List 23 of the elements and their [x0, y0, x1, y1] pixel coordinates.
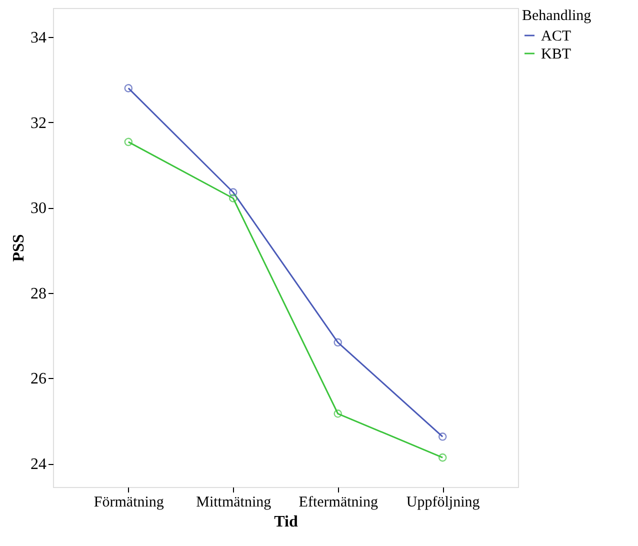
point [438, 432, 447, 441]
y-tick-label: 32 [30, 114, 46, 132]
x-tick-label: Mittmätning [196, 494, 272, 510]
point [334, 338, 342, 347]
point [124, 84, 133, 92]
y-tick-label: 24 [30, 456, 46, 474]
y-tick-label: 26 [30, 370, 46, 388]
legend-label: ACT [541, 28, 571, 44]
x-axis-title: Tid [274, 514, 298, 530]
x-tick-label: Eftermätning [298, 494, 378, 510]
legend-title: Behandling [522, 8, 592, 24]
x-tick-label: Förmätning [94, 494, 164, 510]
point [229, 194, 238, 202]
point [438, 453, 447, 462]
legend-label: KBT [541, 46, 571, 62]
point [334, 410, 342, 418]
y-tick-label: 28 [30, 285, 46, 302]
point [124, 138, 133, 146]
y-tick-label: 30 [30, 200, 46, 218]
point [229, 188, 238, 196]
y-axis-title: PSS [10, 234, 28, 262]
y-tick-label: 34 [30, 30, 46, 47]
x-tick-label: Uppföljning [406, 494, 480, 510]
